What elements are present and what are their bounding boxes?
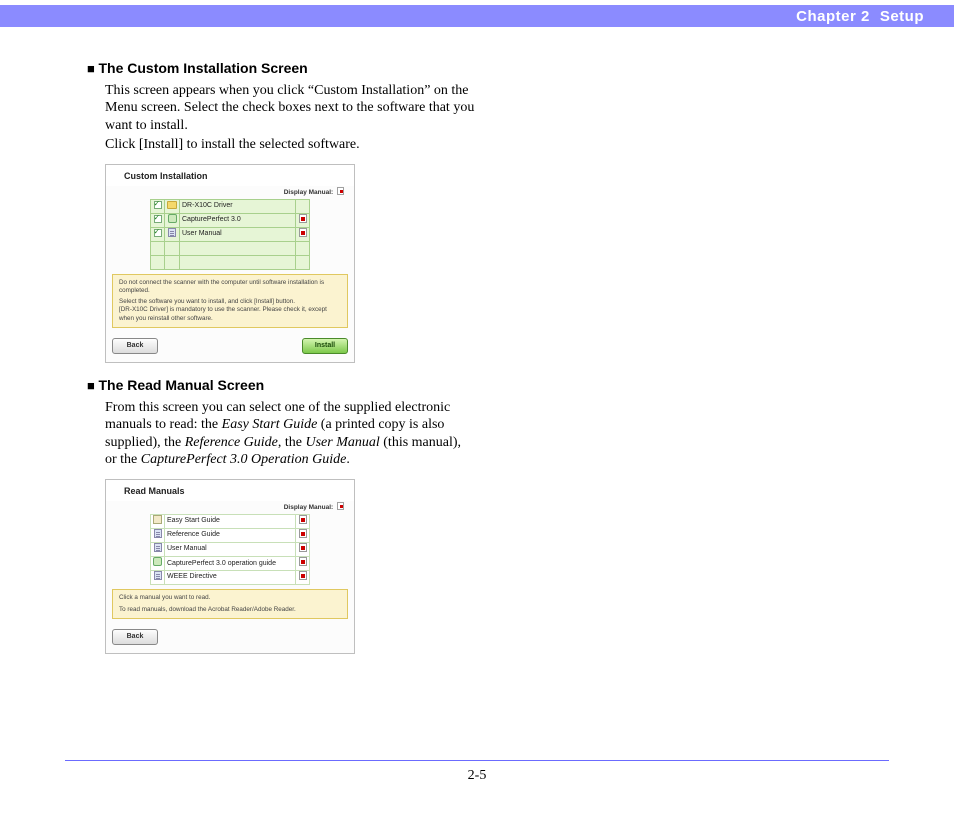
table-row[interactable]: User Manual — [151, 543, 310, 557]
pdf-icon[interactable] — [299, 557, 307, 566]
note-line: [DR-X10C Driver] is mandatory to use the… — [119, 306, 341, 322]
option-label: CapturePerfect 3.0 — [180, 213, 296, 227]
folder-icon — [167, 201, 177, 209]
app-icon — [168, 214, 177, 223]
table-row: DR-X10C Driver — [151, 199, 310, 213]
chapter-number: Chapter 2 — [796, 8, 870, 25]
pdf-icon — [337, 502, 344, 510]
chapter-header: Chapter 2 Setup — [0, 5, 954, 27]
note-line: Do not connect the scanner with the comp… — [119, 279, 341, 295]
option-label: User Manual — [180, 227, 296, 241]
section1-para1: This screen appears when you click “Cust… — [105, 82, 475, 135]
pdf-icon[interactable] — [299, 228, 307, 237]
table-row: CapturePerfect 3.0 — [151, 213, 310, 227]
doc-icon — [154, 529, 162, 538]
footer-divider — [65, 760, 889, 761]
italic-text: Easy Start Guide — [222, 417, 318, 432]
manual-label: Reference Guide — [165, 529, 296, 543]
manual-label: CapturePerfect 3.0 operation guide — [165, 557, 296, 571]
table-row — [151, 255, 310, 269]
table-row[interactable]: WEEE Directive — [151, 571, 310, 585]
checkbox[interactable] — [154, 229, 162, 237]
text: , the — [278, 435, 306, 450]
pdf-icon[interactable] — [299, 214, 307, 223]
italic-text: CapturePerfect 3.0 Operation Guide — [141, 452, 347, 467]
app-icon — [153, 557, 162, 566]
table-row — [151, 241, 310, 255]
table-row[interactable]: CapturePerfect 3.0 operation guide — [151, 557, 310, 571]
table-row[interactable]: Easy Start Guide — [151, 515, 310, 529]
shot2-note: Click a manual you want to read. To read… — [112, 589, 348, 618]
manual-list-table: Easy Start Guide Reference Guide User Ma… — [150, 514, 310, 585]
pdf-icon[interactable] — [299, 515, 307, 524]
table-row: User Manual — [151, 227, 310, 241]
doc-icon — [154, 571, 162, 580]
note-line: Select the software you want to install,… — [119, 298, 341, 306]
read-manuals-screenshot: Read Manuals Display Manual: Easy Start … — [105, 479, 355, 654]
section1-heading: The Custom Installation Screen — [87, 60, 475, 78]
shot2-display-manual-label: Display Manual: — [284, 504, 333, 511]
back-button[interactable]: Back — [112, 338, 158, 355]
doc-icon — [168, 228, 176, 237]
doc-icon — [154, 543, 162, 552]
shot1-display-manual-label: Display Manual: — [284, 189, 333, 196]
section2-para: From this screen you can select one of t… — [105, 399, 475, 469]
table-row[interactable]: Reference Guide — [151, 529, 310, 543]
pdf-icon — [337, 187, 344, 195]
custom-installation-screenshot: Custom Installation Display Manual: DR-X… — [105, 164, 355, 364]
manual-label: WEEE Directive — [165, 571, 296, 585]
chapter-title: Setup — [880, 8, 924, 25]
manual-label: Easy Start Guide — [165, 515, 296, 529]
install-option-table: DR-X10C Driver CapturePerfect 3.0 User M… — [150, 199, 310, 270]
checkbox[interactable] — [154, 215, 162, 223]
section1-para2: Click [Install] to install the selected … — [105, 136, 475, 154]
section2-heading: The Read Manual Screen — [87, 377, 475, 395]
guide-icon — [153, 515, 162, 524]
pdf-icon[interactable] — [299, 543, 307, 552]
shot1-note: Do not connect the scanner with the comp… — [112, 274, 348, 328]
note-line: To read manuals, download the Acrobat Re… — [119, 606, 341, 614]
manual-label: User Manual — [165, 543, 296, 557]
note-line: Click a manual you want to read. — [119, 594, 341, 602]
checkbox[interactable] — [154, 201, 162, 209]
shot1-display-manual: Display Manual: — [106, 186, 354, 199]
text: . — [346, 452, 350, 467]
page-number: 2-5 — [0, 768, 954, 784]
shot2-display-manual: Display Manual: — [106, 501, 354, 514]
pdf-icon[interactable] — [299, 529, 307, 538]
option-label: DR-X10C Driver — [180, 199, 296, 213]
pdf-icon[interactable] — [299, 571, 307, 580]
shot1-title: Custom Installation — [106, 165, 354, 186]
italic-text: User Manual — [305, 435, 379, 450]
back-button[interactable]: Back — [112, 629, 158, 646]
shot2-title: Read Manuals — [106, 480, 354, 501]
italic-text: Reference Guide — [185, 435, 278, 450]
install-button[interactable]: Install — [302, 338, 348, 355]
